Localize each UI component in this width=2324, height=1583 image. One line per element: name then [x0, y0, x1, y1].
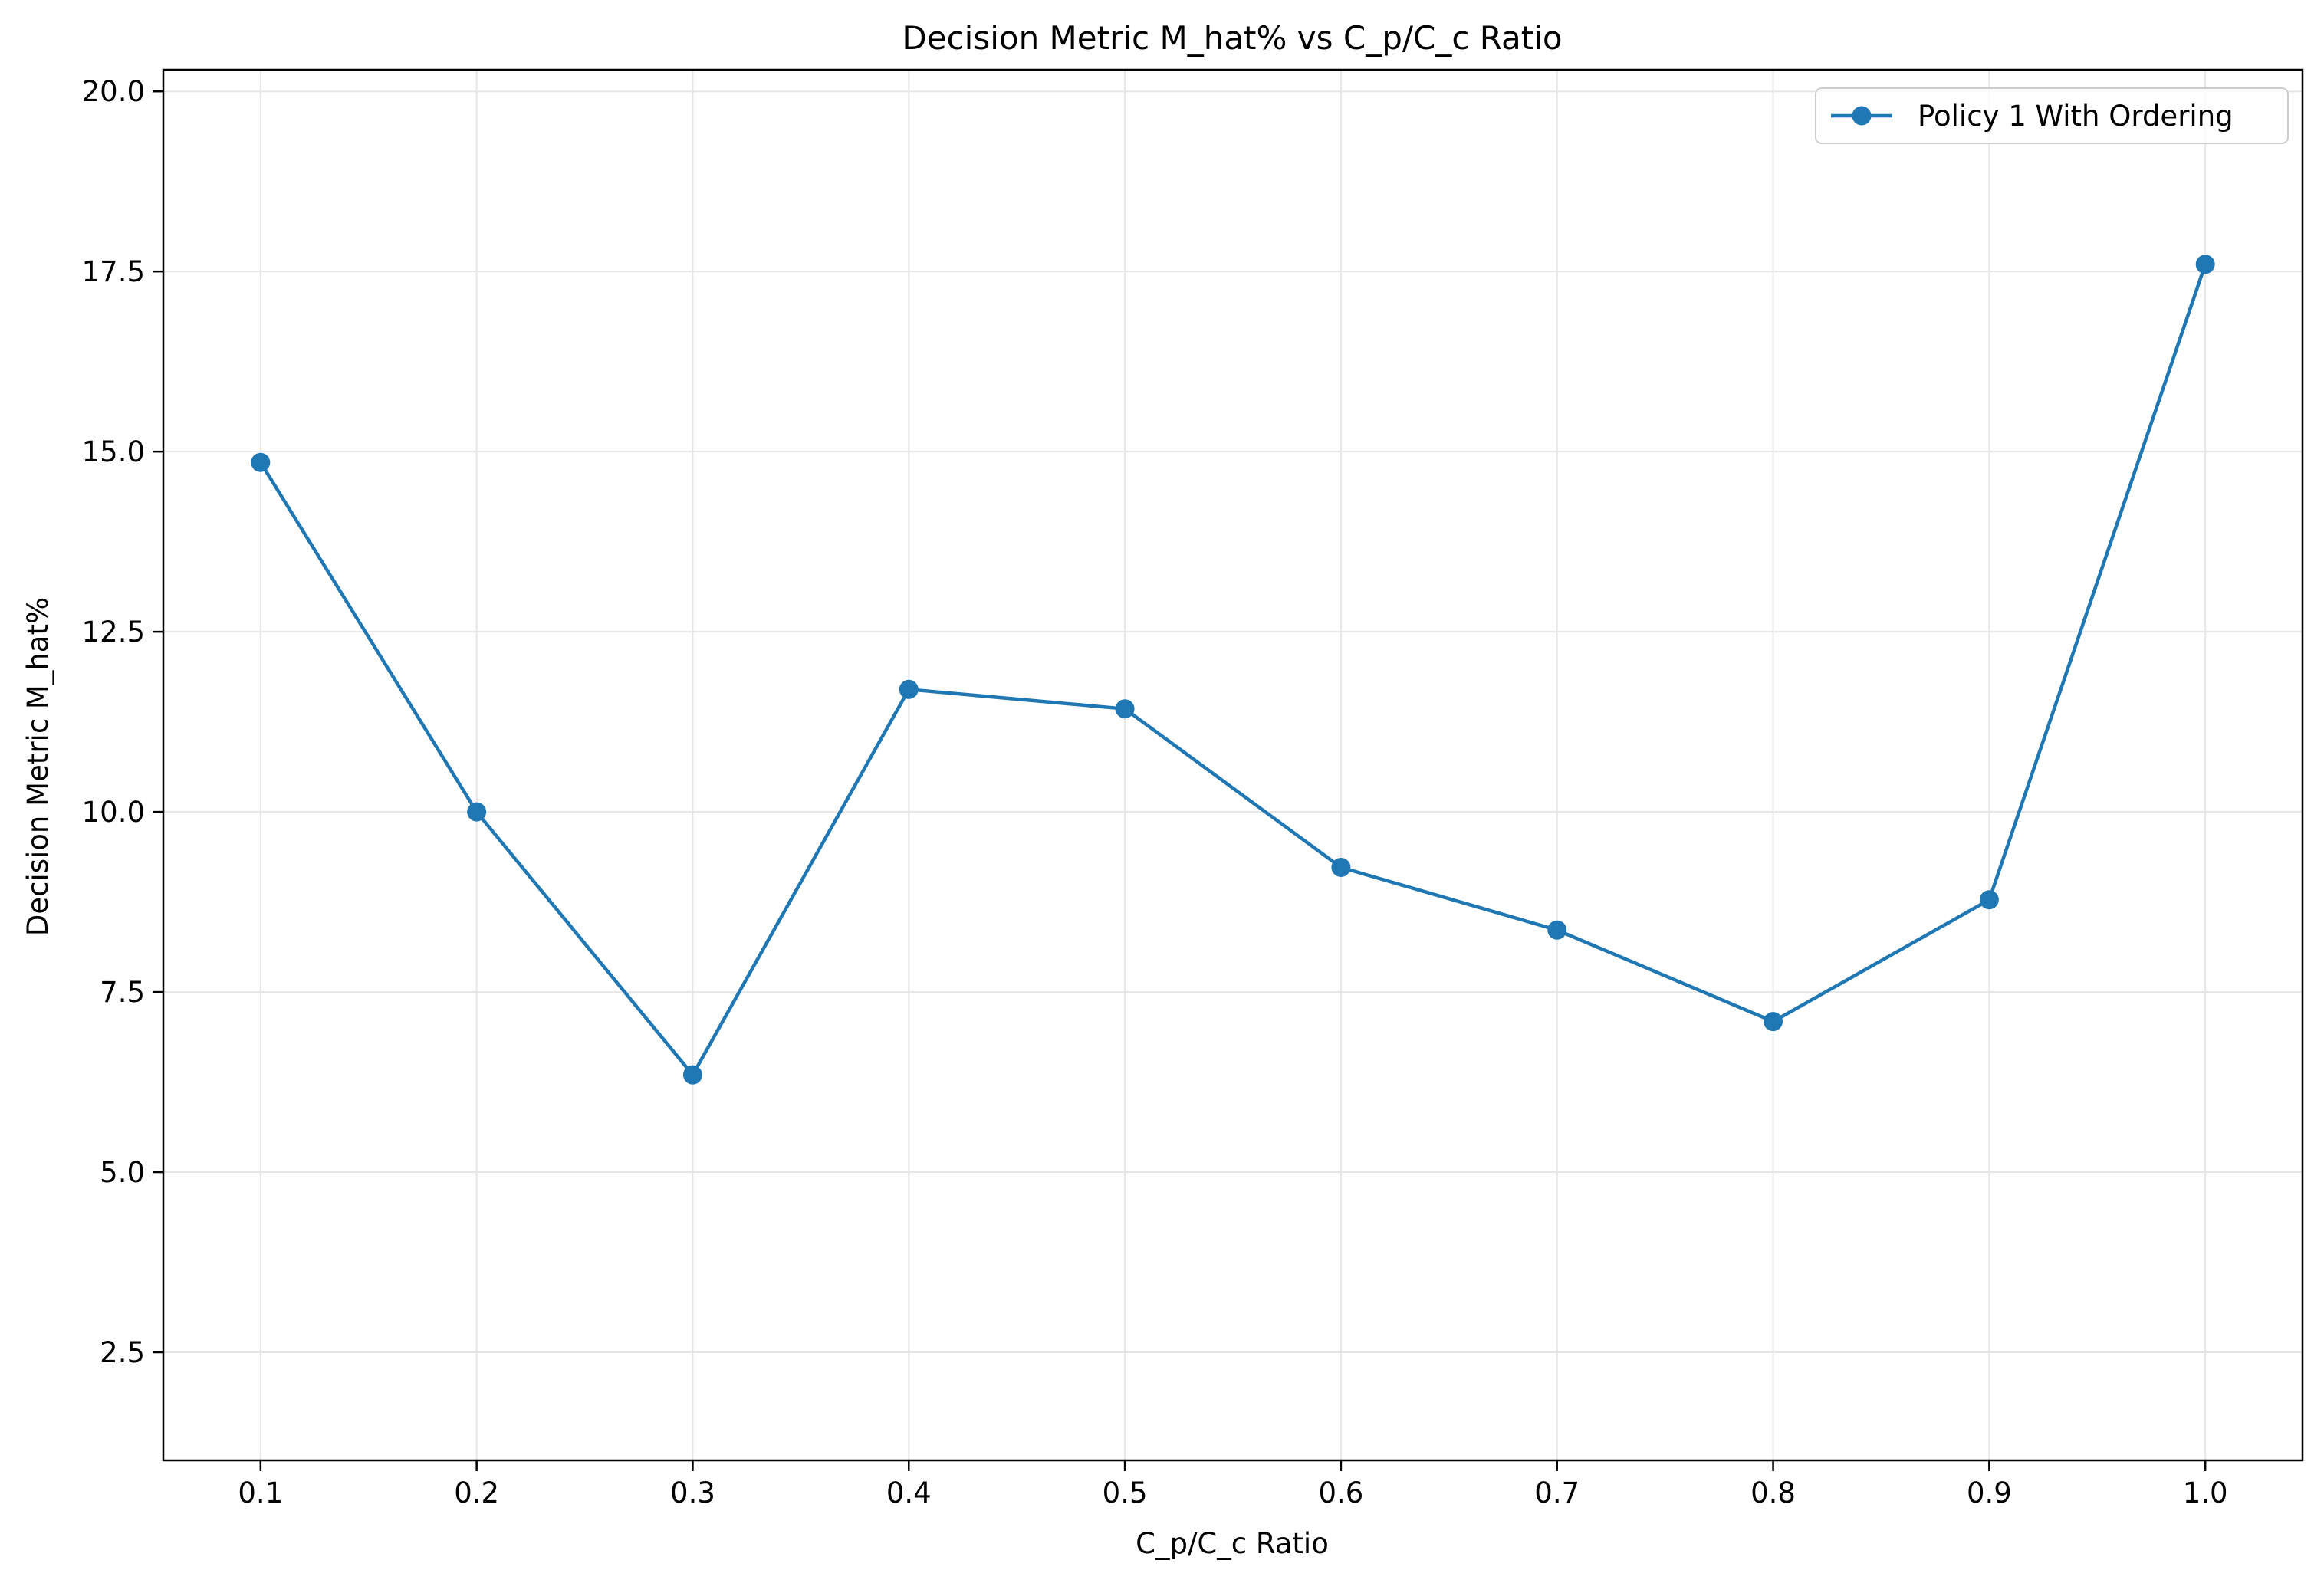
x-tick-label: 0.1 — [238, 1476, 283, 1509]
data-point — [1547, 920, 1567, 940]
y-tick-label: 10.0 — [82, 796, 145, 829]
x-tick-label: 0.4 — [886, 1476, 932, 1509]
axes: 0.1 0.2 0.3 0.4 0.5 0.6 0.7 0.8 0.9 1.0 2.5 5.0 7.5 1… — [82, 68, 2304, 1509]
y-tick-label: 5.0 — [100, 1156, 145, 1189]
y-tick-label: 7.5 — [100, 976, 145, 1009]
data-point — [2195, 255, 2215, 274]
data-point — [1764, 1012, 1783, 1032]
data-point — [1115, 699, 1135, 719]
y-tick-label: 2.5 — [100, 1336, 145, 1369]
series-line — [258, 262, 2207, 1077]
x-tick-label: 0.7 — [1534, 1476, 1579, 1509]
x-tick-label: 0.2 — [454, 1476, 499, 1509]
legend: Policy 1 With Ordering — [1815, 87, 2289, 144]
y-axis-label: Decision Metric M_hat% — [21, 597, 54, 936]
y-tick-label: 20.0 — [82, 75, 145, 108]
data-point — [251, 452, 271, 472]
data-point — [682, 1065, 702, 1085]
x-tick-label: 0.3 — [670, 1476, 715, 1509]
data-point — [1331, 857, 1351, 877]
x-tick-label: 0.6 — [1318, 1476, 1363, 1509]
x-tick-label: 0.9 — [1967, 1476, 2012, 1509]
x-tick-label: 1.0 — [2183, 1476, 2228, 1509]
plot-area — [251, 255, 2215, 1085]
data-point — [467, 802, 487, 822]
legend-box — [1815, 87, 2289, 144]
y-tick-label: 17.5 — [82, 255, 145, 288]
y-tick-label: 12.5 — [82, 616, 145, 649]
legend-marker-swatch — [1852, 106, 1872, 126]
data-point — [1979, 890, 1999, 910]
x-tick-label: 0.8 — [1750, 1476, 1796, 1509]
grid — [163, 70, 2303, 1460]
axes-frame — [162, 68, 2304, 1462]
x-axis-label: C_p/C_c Ratio — [1136, 1527, 1329, 1560]
legend-label: Policy 1 With Ordering — [1918, 100, 2234, 133]
data-point — [899, 679, 919, 699]
y-tick-label: 15.0 — [82, 435, 145, 468]
chart-title: Decision Metric M_hat% vs C_p/C_c Ratio — [902, 19, 1562, 57]
x-tick-label: 0.5 — [1103, 1476, 1148, 1509]
